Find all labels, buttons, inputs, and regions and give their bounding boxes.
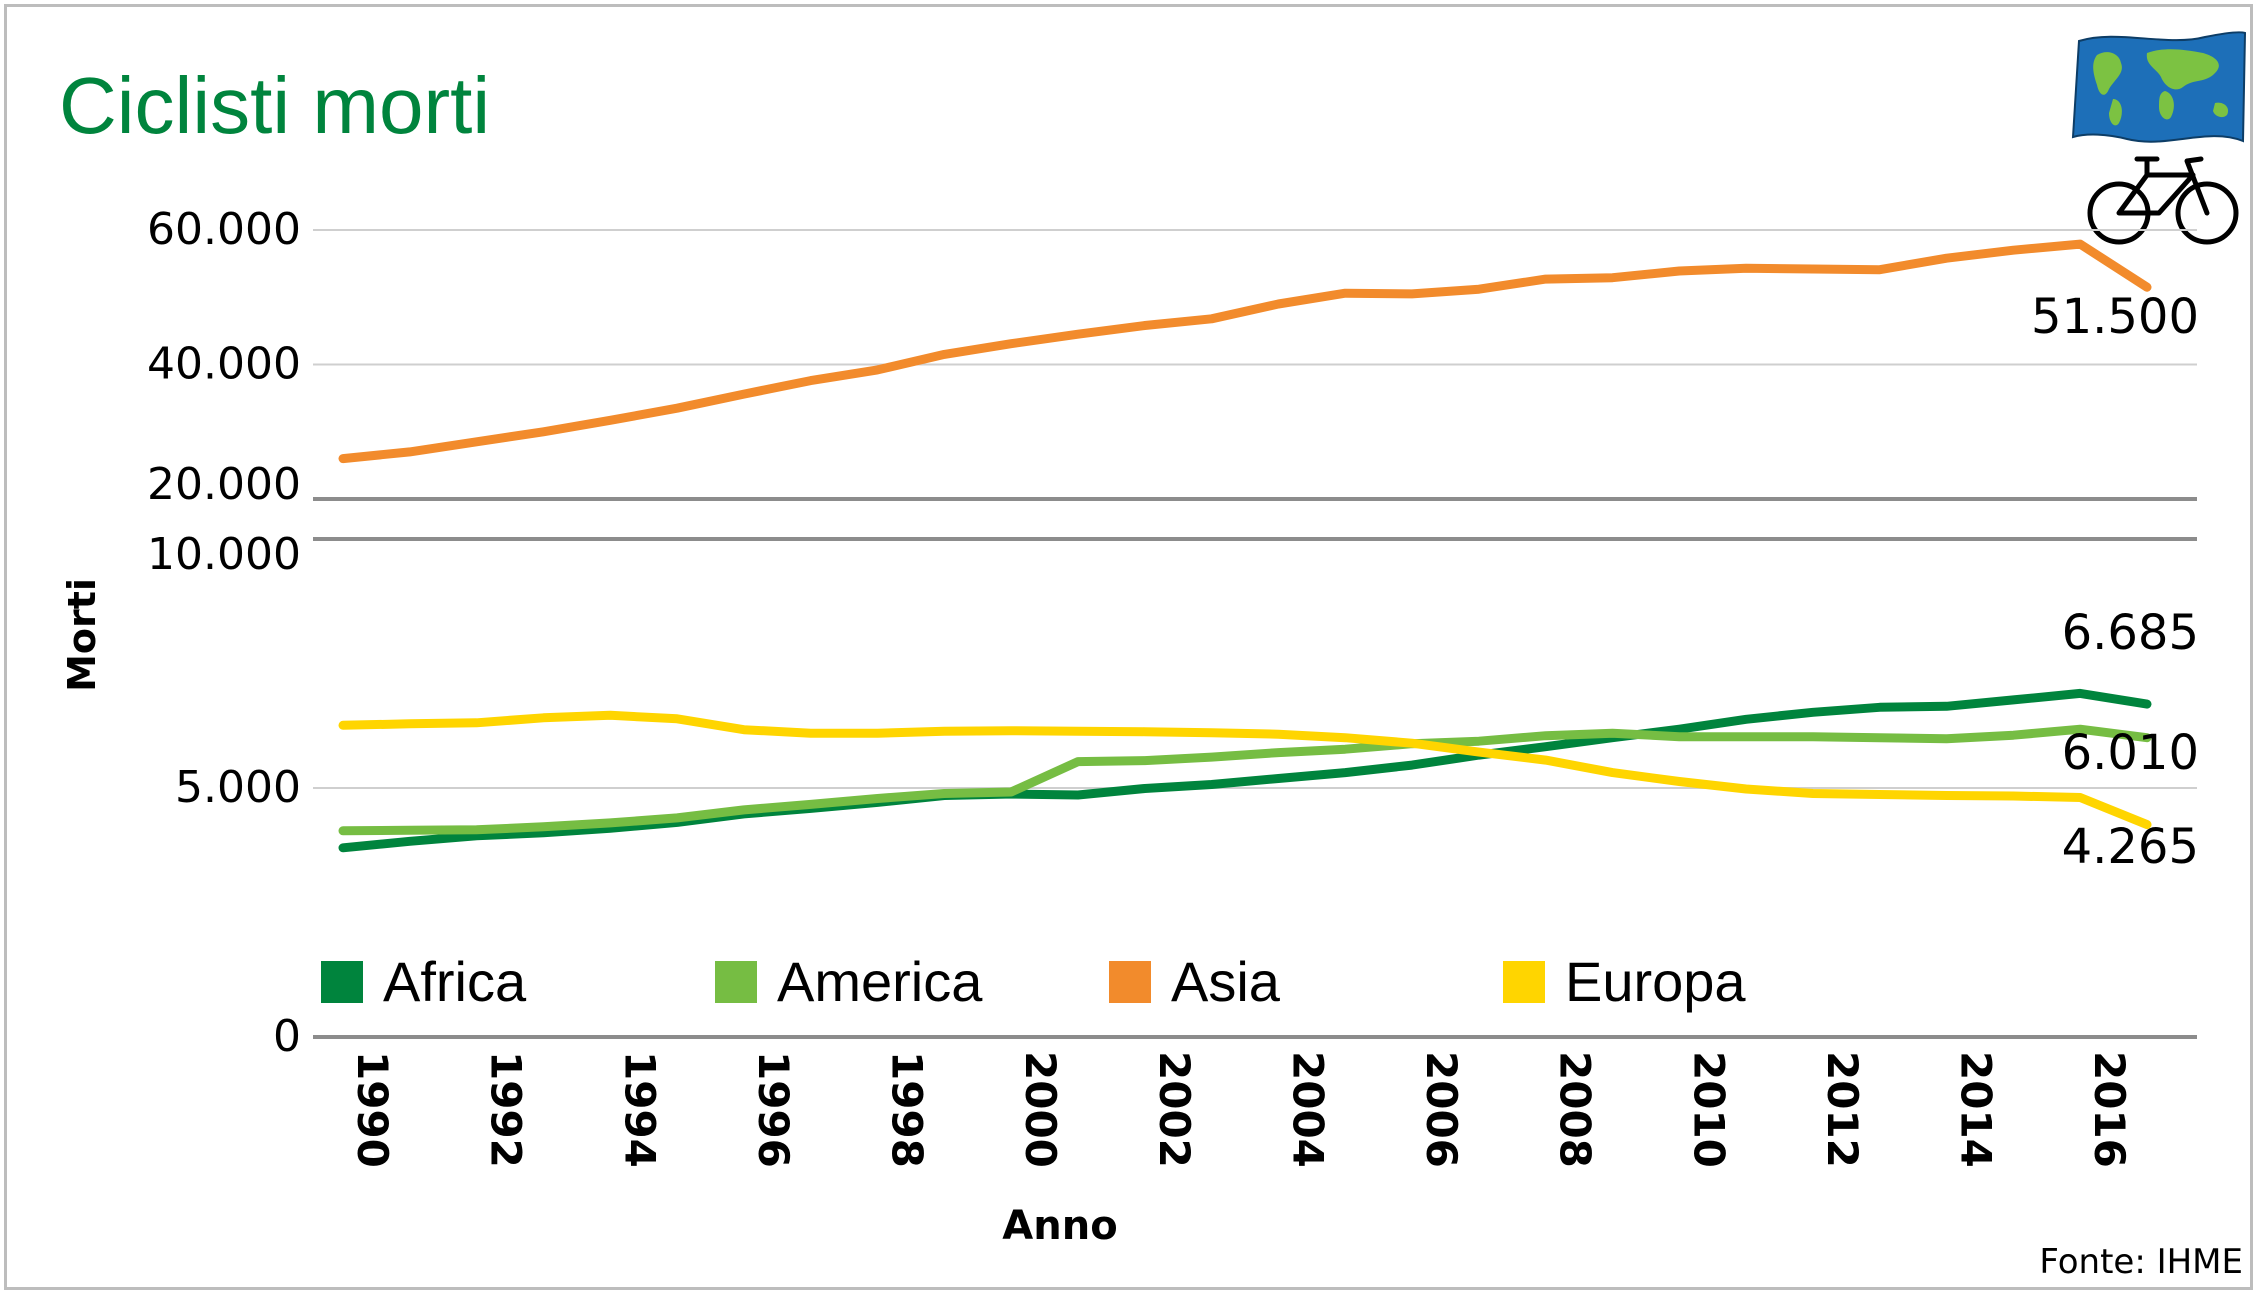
source-note: Fonte: IHME [2039,1242,2243,1282]
world-map-flag-icon [2071,31,2247,143]
x-tick-label-1996: 1996 [749,1051,798,1168]
x-tick-label-2006: 2006 [1417,1051,1466,1168]
x-tick-label-2012: 2012 [1818,1051,1867,1168]
series-line-europa [338,710,2152,830]
chart-frame: Ciclisti morti Morti Anno Fonte: IHME 0 5… [4,4,2253,1290]
y-tick-label-0: 0 [273,1011,301,1062]
x-tick-label-2004: 2004 [1283,1051,1332,1168]
chart-title: Ciclisti morti [59,61,490,150]
bicycle-icon [2087,156,2239,245]
legend-label-asia: Asia [1171,950,1281,1013]
line-chart: Ciclisti morti Morti Anno Fonte: IHME 0 5… [59,31,2247,1282]
x-tick-label-2016: 2016 [2085,1051,2134,1168]
y-tick-label-5: 60.000 [147,204,301,255]
x-tick-label-1992: 1992 [482,1051,531,1168]
series-line-asia [338,239,2152,464]
end-label-africa: 6.685 [2062,605,2199,661]
legend: Africa America Asia Europa [321,950,1746,1013]
x-tick-label-2000: 2000 [1016,1051,1065,1168]
series-line-africa [338,688,2152,853]
end-label-europa: 4.265 [2062,819,2199,875]
legend-swatch-europa [1503,961,1545,1003]
series-lines [338,239,2152,853]
x-tick-label-2010: 2010 [1684,1051,1733,1168]
y-tick-label-1: 5.000 [175,762,301,813]
x-tick-label-1994: 1994 [615,1051,664,1168]
x-tick-label-1998: 1998 [883,1051,932,1168]
x-tick-label-2008: 2008 [1551,1051,1600,1168]
end-value-labels: 51.500 6.685 6.010 4.265 [2031,289,2199,875]
x-tick-label-2014: 2014 [1952,1051,2001,1168]
legend-swatch-america [715,961,757,1003]
legend-label-africa: Africa [383,950,527,1013]
legend-label-europa: Europa [1565,950,1746,1013]
y-tick-label-4: 40.000 [147,339,301,390]
y-tick-labels: 0 5.000 10.000 20.000 40.000 60.000 [147,204,301,1062]
x-axis-label: Anno [1002,1203,1117,1249]
series-line-america [338,724,2152,836]
x-tick-label-2002: 2002 [1150,1051,1199,1168]
x-tick-label-1990: 1990 [348,1051,397,1168]
end-label-america: 6.010 [2062,725,2199,781]
y-axis-label: Morti [60,578,104,692]
grid-lines [313,229,2197,1039]
legend-swatch-africa [321,961,363,1003]
x-tick-labels: 1990 1992 1994 1996 1998 2000 2002 2004 2006 2008… [348,1051,2134,1168]
y-tick-label-3: 20.000 [147,459,301,510]
end-label-asia: 51.500 [2031,289,2199,345]
legend-swatch-asia [1109,961,1151,1003]
y-tick-label-2: 10.000 [147,529,301,580]
legend-label-america: America [777,950,983,1013]
